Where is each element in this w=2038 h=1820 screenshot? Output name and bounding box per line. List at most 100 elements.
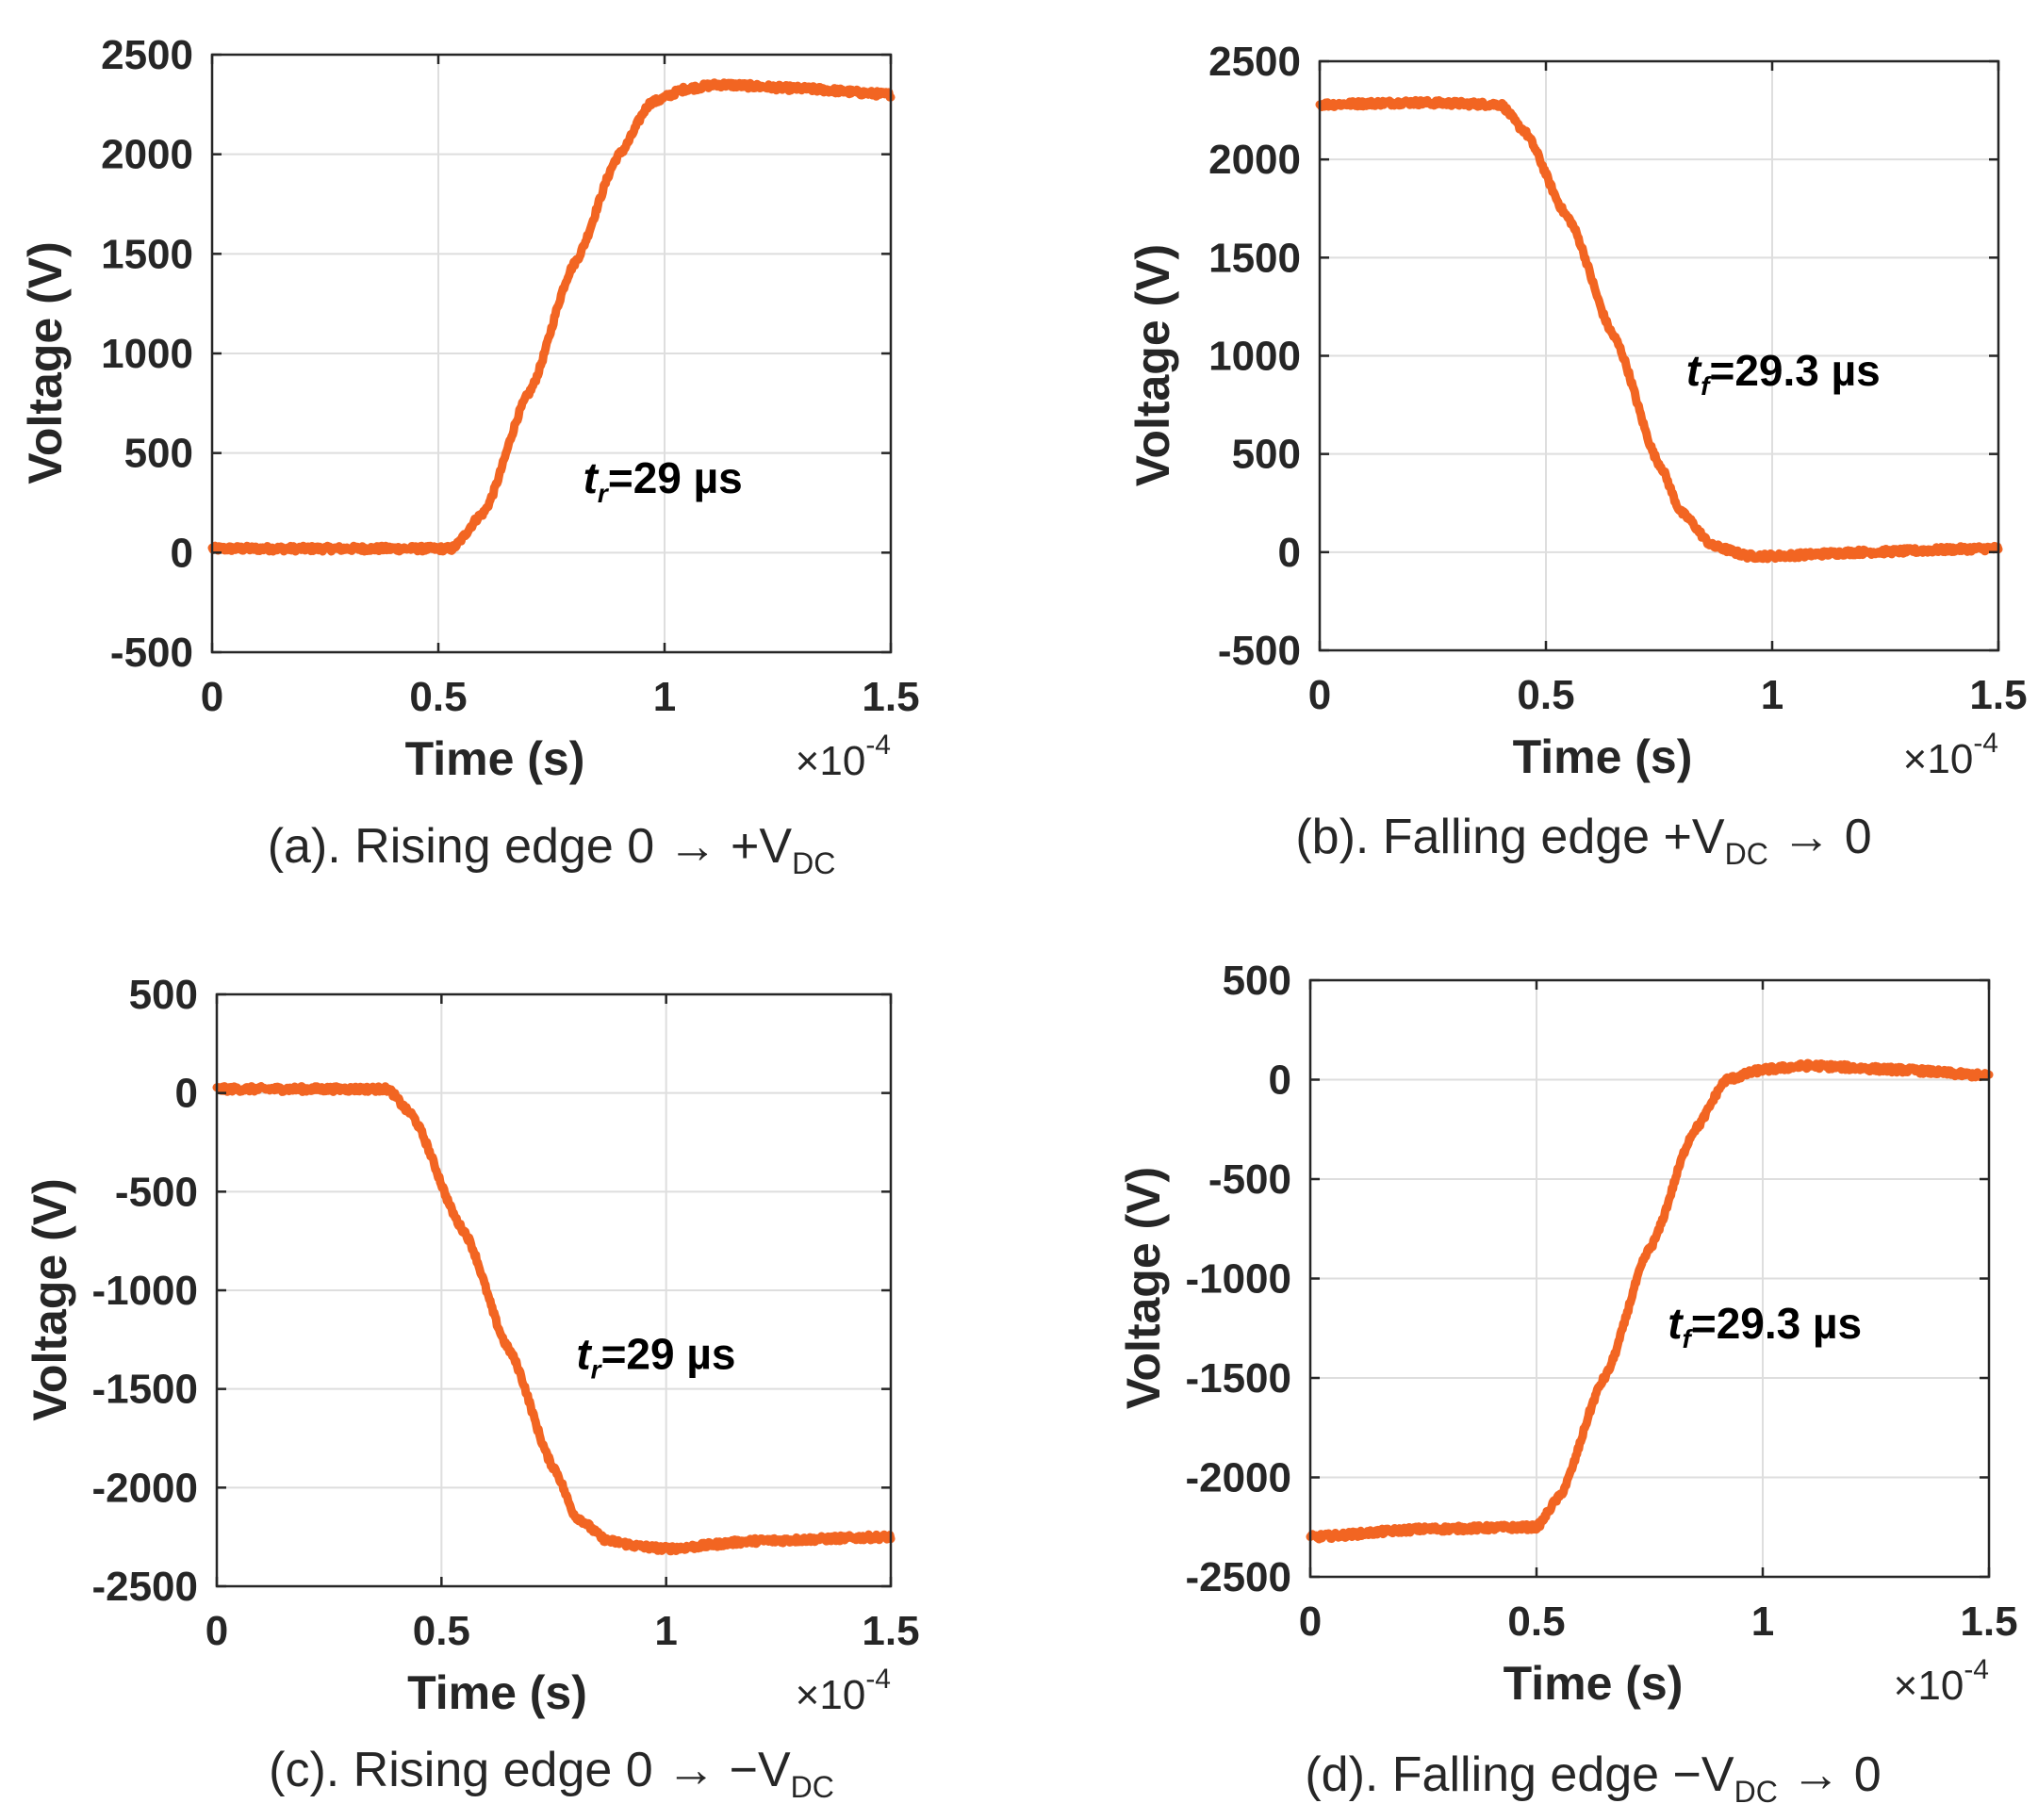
x-exponent-power: -4 [1973, 728, 1998, 759]
y-tick-label: -500 [1218, 628, 1301, 674]
series-line-voltage [207, 78, 896, 556]
panel-caption: (a). Rising edge 0 → +VDC [268, 819, 836, 880]
caption-subscript: DC [792, 846, 835, 880]
y-tick-label: 2500 [1208, 39, 1301, 85]
x-exponent-label: ×10-4 [796, 730, 891, 784]
x-tick-label: 0.5 [1507, 1599, 1565, 1645]
y-tick-label: 500 [129, 972, 198, 1018]
x-exponent-power: -4 [865, 730, 891, 761]
caption-subscript: DC [1725, 837, 1768, 871]
x-tick-label: 0.5 [1517, 672, 1574, 718]
caption-prefix: (d). Falling edge −V [1305, 1747, 1734, 1802]
x-axis-label: Time (s) [405, 732, 585, 785]
caption-subscript: DC [791, 1770, 834, 1804]
x-axis-label: Time (s) [1513, 730, 1693, 783]
y-tick-label: 500 [124, 431, 193, 477]
rise-time-annotation: tr=29 µs [583, 453, 743, 508]
annotation-value: =29.3 µs [1691, 1299, 1862, 1348]
rise-time-annotation: tf=29.3 µs [1686, 346, 1881, 401]
panel-caption: (b). Falling edge +VDC → 0 [1295, 810, 1871, 871]
x-tick-label: 0.5 [413, 1608, 470, 1654]
x-exponent-base: ×10 [796, 738, 866, 784]
x-tick-label: 0 [201, 674, 223, 720]
annotation-value: =29 µs [608, 453, 743, 502]
y-tick-label: -500 [110, 630, 193, 676]
x-tick-label: 1 [654, 1608, 677, 1654]
y-tick-label: 1000 [1208, 334, 1301, 380]
y-tick-label: 0 [175, 1071, 198, 1117]
y-tick-label: -2000 [1185, 1455, 1291, 1501]
panel-caption: (c). Rising edge 0 → −VDC [269, 1743, 834, 1804]
caption-suffix: → 0 [1768, 810, 1872, 864]
x-tick-label: 0 [1299, 1599, 1322, 1645]
caption-subscript: DC [1734, 1775, 1778, 1809]
y-axis-label: Voltage (V) [19, 241, 72, 484]
annotation-symbol: t [1668, 1299, 1684, 1348]
y-tick-label: 1500 [101, 231, 193, 277]
series-line-voltage [1315, 95, 2003, 564]
caption-suffix: → 0 [1778, 1747, 1882, 1802]
x-tick-label: 0 [205, 1608, 228, 1654]
caption-prefix: (b). Falling edge +V [1295, 810, 1725, 864]
y-tick-label: -2000 [91, 1465, 198, 1511]
y-tick-label: -500 [115, 1169, 198, 1215]
annotation-value: =29.3 µs [1709, 346, 1880, 395]
x-exponent-base: ×10 [1903, 736, 1974, 782]
y-tick-label: 1000 [101, 331, 193, 377]
y-tick-label: 0 [171, 530, 193, 576]
x-tick-label: 1.5 [1960, 1599, 2017, 1645]
y-tick-label: 2000 [101, 132, 193, 178]
x-exponent-base: ×10 [1894, 1663, 1964, 1709]
x-exponent-label: ×10-4 [1903, 728, 1998, 782]
chart-panel-d: 0 0.5 1 1.5 -2500 -2000 -1500 -1000 -500 0 500 Time… [1117, 958, 2018, 1809]
y-tick-label: 500 [1223, 958, 1291, 1004]
x-exponent-power: -4 [1964, 1654, 1989, 1685]
x-tick-label: 1 [1751, 1599, 1774, 1645]
annotation-subscript: f [1701, 371, 1712, 401]
y-tick-label: -1500 [1185, 1355, 1291, 1402]
annotation-subscript: r [591, 1355, 603, 1385]
x-axis-label: Time (s) [1504, 1657, 1684, 1710]
caption-prefix: (c). Rising edge 0 → −V [269, 1743, 791, 1797]
annotation-symbol: t [583, 453, 600, 502]
y-tick-label: -2500 [1185, 1554, 1291, 1600]
y-tick-label: 1500 [1208, 235, 1301, 281]
y-tick-label: 2000 [1208, 137, 1301, 183]
y-tick-label: -2500 [91, 1564, 198, 1610]
x-exponent-base: ×10 [796, 1672, 866, 1718]
caption-prefix: (a). Rising edge 0 → +V [268, 819, 793, 874]
rise-time-annotation: tf=29.3 µs [1668, 1299, 1862, 1353]
series-line-voltage [1306, 1058, 1994, 1544]
chart-panel-c: 0 0.5 1 1.5 -2500 -2000 -1500 -1000 -500 0 500 Time… [24, 972, 920, 1804]
y-tick-label: -1500 [91, 1367, 198, 1413]
x-tick-label: 0.5 [409, 674, 467, 720]
x-exponent-label: ×10-4 [796, 1664, 891, 1718]
y-tick-label: -1000 [91, 1268, 198, 1314]
x-exponent-power: -4 [865, 1664, 891, 1695]
y-tick-label: 500 [1232, 432, 1301, 478]
series-line-voltage [212, 1082, 896, 1556]
annotation-symbol: t [1686, 346, 1702, 395]
x-exponent-label: ×10-4 [1894, 1654, 1989, 1709]
x-tick-label: 1 [1761, 672, 1783, 718]
y-tick-label: -1000 [1185, 1256, 1291, 1303]
y-tick-label: -500 [1208, 1156, 1291, 1203]
y-tick-label: 0 [1278, 530, 1301, 576]
y-tick-label: 2500 [101, 32, 193, 78]
y-axis-label: Voltage (V) [1117, 1167, 1170, 1409]
rise-time-annotation: tr=29 µs [576, 1330, 735, 1385]
annotation-subscript: r [598, 479, 610, 508]
x-axis-label: Time (s) [407, 1666, 587, 1719]
x-tick-label: 1.5 [1969, 672, 2027, 718]
annotation-symbol: t [576, 1330, 592, 1379]
y-axis-label: Voltage (V) [24, 1178, 76, 1420]
x-tick-label: 0 [1308, 672, 1331, 718]
x-tick-label: 1.5 [862, 674, 919, 720]
panel-caption: (d). Falling edge −VDC → 0 [1305, 1747, 1881, 1809]
x-tick-label: 1.5 [862, 1608, 919, 1654]
y-axis-label: Voltage (V) [1126, 244, 1179, 486]
annotation-value: =29 µs [601, 1330, 736, 1379]
